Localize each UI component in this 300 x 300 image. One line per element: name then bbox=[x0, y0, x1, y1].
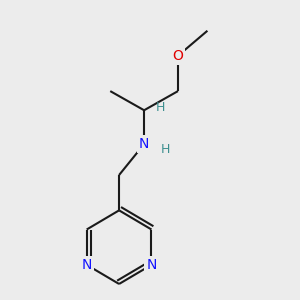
Text: H: H bbox=[156, 101, 165, 114]
Text: N: N bbox=[139, 137, 149, 151]
Text: N: N bbox=[82, 258, 92, 272]
Text: O: O bbox=[172, 49, 183, 63]
Text: H: H bbox=[160, 143, 170, 157]
Text: N: N bbox=[146, 258, 157, 272]
